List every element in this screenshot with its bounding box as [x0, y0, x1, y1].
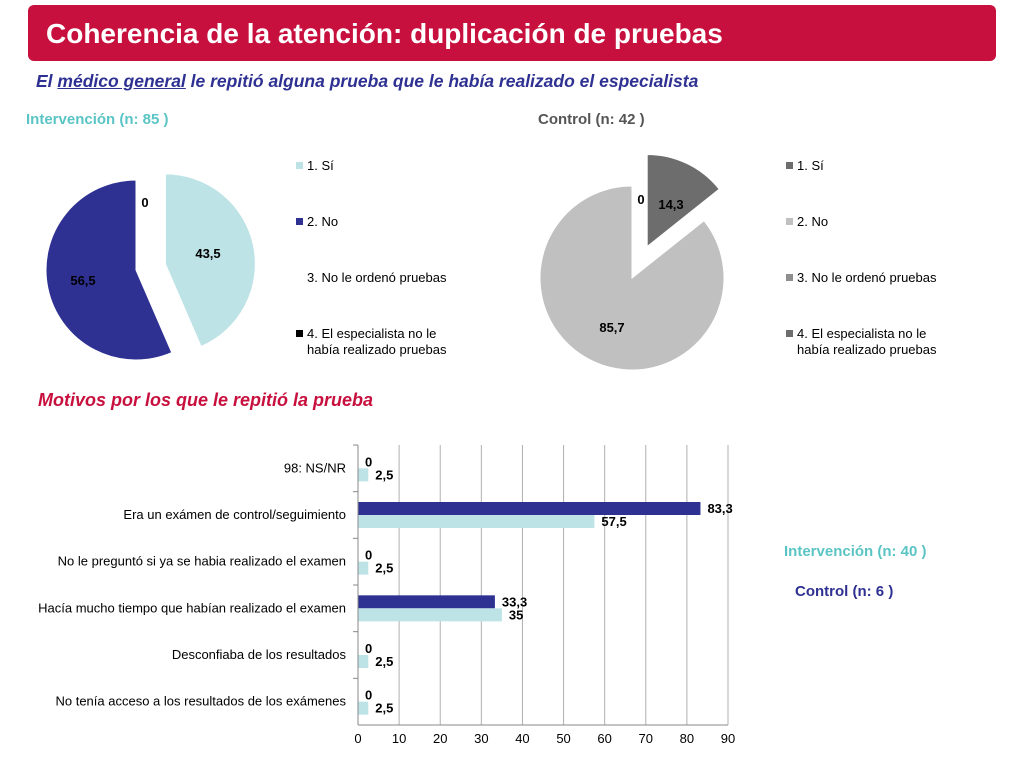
pie-1-legend-label-3: 4. El especialista no le había realizado…: [797, 326, 937, 357]
pie-0-data-label-1: 56,5: [70, 273, 95, 288]
bar-control-3: [358, 595, 495, 609]
pie-intervention-title: Intervención (n: 85 ): [26, 111, 169, 128]
category-label: 98: NS/NR: [284, 460, 346, 475]
x-tick-label: 30: [474, 731, 488, 746]
category-label: Era un exámen de control/seguimiento: [123, 507, 346, 522]
pie-control-title: Control (n: 42 ): [538, 111, 645, 128]
bar-label-intervention-5: 2,5: [375, 701, 393, 716]
bar-intervention-3: [358, 608, 502, 622]
category-label: Hacía mucho tiempo que habían realizado …: [38, 600, 346, 615]
bar-label-intervention-3: 35: [509, 607, 523, 622]
pie-1-slice-1: [539, 185, 725, 371]
bar-label-intervention-0: 2,5: [375, 467, 393, 482]
pie-1-data-label-2: 0: [637, 192, 644, 207]
subtitle-post: le repitió alguna prueba que le había re…: [185, 71, 699, 91]
bar-label-control-3: 33,3: [502, 594, 527, 609]
subtitle-pre: El: [36, 71, 58, 91]
x-tick-label: 10: [392, 731, 406, 746]
bar-label-control-1: 83,3: [707, 501, 732, 516]
pie-1-slice-0: [646, 153, 720, 248]
pie-chart-intervention: 43,5 56,5 0: [45, 173, 256, 361]
x-tick-label: 70: [639, 731, 653, 746]
bar-intervention-4: [358, 655, 369, 668]
bar-label-intervention-1: 57,5: [601, 514, 626, 529]
subtitle-underlined: médico general: [57, 71, 186, 91]
section-heading: Motivos por los que le repitió la prueba: [38, 390, 374, 410]
x-tick-label: 50: [556, 731, 570, 746]
pie-1-data-label-1: 85,7: [599, 320, 624, 335]
pie-intervention-legend: 1. Sí 2. No 3. No le ordenó pruebas 4. El e…: [296, 158, 456, 378]
x-tick-label: 20: [433, 731, 447, 746]
slide-title: Coherencia de la atención: duplicación d…: [46, 18, 723, 49]
pie-0-legend-swatch-3: [296, 330, 303, 337]
bar-intervention-2: [358, 561, 369, 575]
bar-label-intervention-2: 2,5: [375, 561, 393, 576]
x-tick-label: 0: [354, 731, 361, 746]
series-label-control: Control (n: 6 ): [795, 583, 894, 600]
title-bar: Coherencia de la atención: duplicación d…: [28, 5, 996, 61]
pie-0-legend-swatch-2: [296, 274, 303, 281]
bar-control-1: [358, 502, 701, 515]
pie-0-legend-label-3: 4. El especialista no le había realizado…: [307, 326, 447, 357]
pie-1-data-label-0: 14,3: [658, 197, 683, 212]
pie-chart-control: 14,3 85,7 0: [539, 153, 725, 371]
pie-0-legend-label-2: 3. No le ordenó pruebas: [307, 270, 447, 285]
pie-control-legend: 1. Sí 2. No 3. No le ordenó pruebas 4. El e…: [786, 158, 946, 378]
bar-intervention-1: [358, 515, 595, 528]
pie-1-legend-swatch-3: [786, 330, 793, 337]
category-label: Desconfiaba de los resultados: [172, 647, 347, 662]
pie-1-legend-label-2: 3. No le ordenó pruebas: [797, 270, 937, 285]
x-tick-label: 60: [597, 731, 611, 746]
pie-0-legend-label-1: 2. No: [307, 214, 339, 229]
x-tick-label: 90: [721, 731, 735, 746]
bar-label-control-4: 0: [365, 641, 372, 656]
category-label: No tenía acceso a los resultados de los …: [55, 694, 346, 709]
pie-0-slice-1: [45, 179, 173, 361]
slide-subtitle: El médico general le repitió alguna prue…: [36, 71, 698, 92]
x-tick-label: 40: [515, 731, 529, 746]
bar-intervention-5: [358, 701, 369, 715]
pie-1-legend-swatch-2: [786, 274, 793, 281]
bar-label-intervention-4: 2,5: [375, 654, 393, 669]
bar-intervention-0: [358, 468, 369, 482]
pie-1-legend-label-1: 2. No: [797, 214, 829, 229]
pie-0-legend-label-0: 1. Sí: [307, 158, 334, 173]
series-label-intervention: Intervención (n: 40 ): [784, 543, 927, 560]
pie-1-legend-swatch-0: [786, 162, 793, 169]
bar-label-control-5: 0: [365, 688, 372, 703]
pie-1-legend-label-0: 1. Sí: [797, 158, 824, 173]
bar-label-control-0: 0: [365, 454, 372, 469]
x-tick-label: 80: [680, 731, 694, 746]
pie-1-legend-swatch-1: [786, 218, 793, 225]
pie-0-data-label-0: 43,5: [195, 246, 220, 261]
category-label: No le preguntó si ya se habia realizado …: [58, 554, 346, 569]
pie-0-slice-0: [164, 173, 256, 348]
pie-0-legend-swatch-1: [296, 218, 303, 225]
pie-0-legend-swatch-0: [296, 162, 303, 169]
bar-label-control-2: 0: [365, 548, 372, 563]
pie-0-data-label-2: 0: [141, 195, 148, 210]
